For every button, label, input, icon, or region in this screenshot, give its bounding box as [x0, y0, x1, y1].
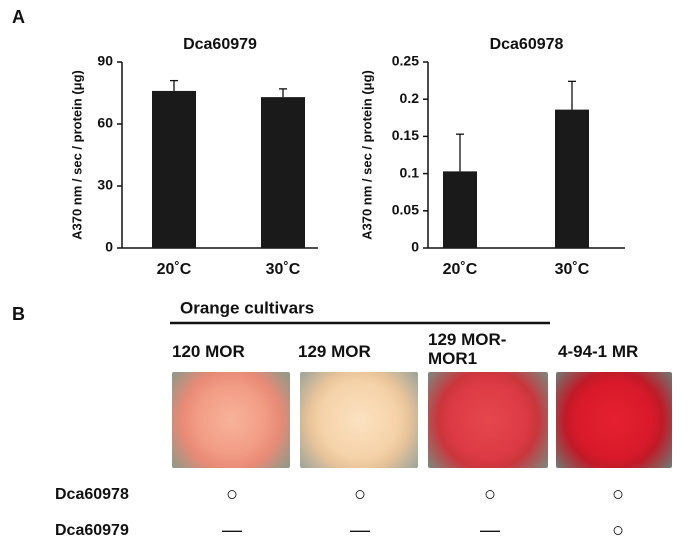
presence-mark: ○: [484, 483, 496, 505]
y-tick-label: 0.2: [400, 90, 420, 106]
bar: [261, 97, 305, 248]
bar: [555, 109, 589, 248]
gene-label: Dca60978: [55, 486, 129, 503]
flower-photo: [556, 372, 672, 468]
y-tick-label: 0: [411, 239, 419, 255]
presence-mark: ○: [226, 483, 238, 505]
cultivar-label: 120 MOR: [172, 342, 245, 361]
flower-photo: [428, 372, 548, 468]
cultivar-label: 129 MOR: [298, 342, 371, 361]
x-tick-label: 30˚C: [555, 261, 590, 278]
y-tick-label: 90: [97, 53, 113, 69]
y-tick-label: 0.15: [392, 127, 419, 143]
presence-mark: —: [350, 519, 370, 541]
bar: [152, 90, 196, 248]
presence-mark: —: [480, 519, 500, 541]
flower-photo: [300, 372, 418, 468]
y-axis-label: A370 nm / sec / protein (μg): [359, 70, 374, 240]
panel-label: A: [12, 7, 25, 27]
group-label: Orange cultivars: [180, 298, 314, 317]
y-tick-label: 0.1: [400, 164, 420, 180]
chart-title: Dca60979: [183, 36, 257, 53]
y-tick-label: 0.05: [392, 202, 419, 218]
x-tick-label: 20˚C: [157, 261, 192, 278]
flower-photo: [172, 372, 290, 468]
y-tick-label: 0.25: [392, 53, 419, 69]
x-tick-label: 20˚C: [443, 261, 478, 278]
presence-mark: ○: [612, 483, 624, 505]
x-tick-label: 30˚C: [266, 261, 301, 278]
presence-mark: ○: [612, 519, 624, 541]
panel-label: B: [12, 304, 25, 324]
cultivar-label: 129 MOR-MOR1: [428, 330, 507, 368]
presence-mark: —: [222, 519, 242, 541]
y-tick-label: 60: [97, 115, 113, 131]
presence-mark: ○: [354, 483, 366, 505]
y-tick-label: 30: [97, 177, 113, 193]
y-tick-label: 0: [105, 239, 113, 255]
gene-label: Dca60979: [55, 522, 129, 539]
cultivar-label: 4-94-1 MR: [558, 342, 639, 361]
chart-title: Dca60978: [490, 36, 564, 53]
y-axis-label: A370 nm / sec / protein (μg): [69, 70, 84, 240]
bar: [443, 171, 477, 248]
